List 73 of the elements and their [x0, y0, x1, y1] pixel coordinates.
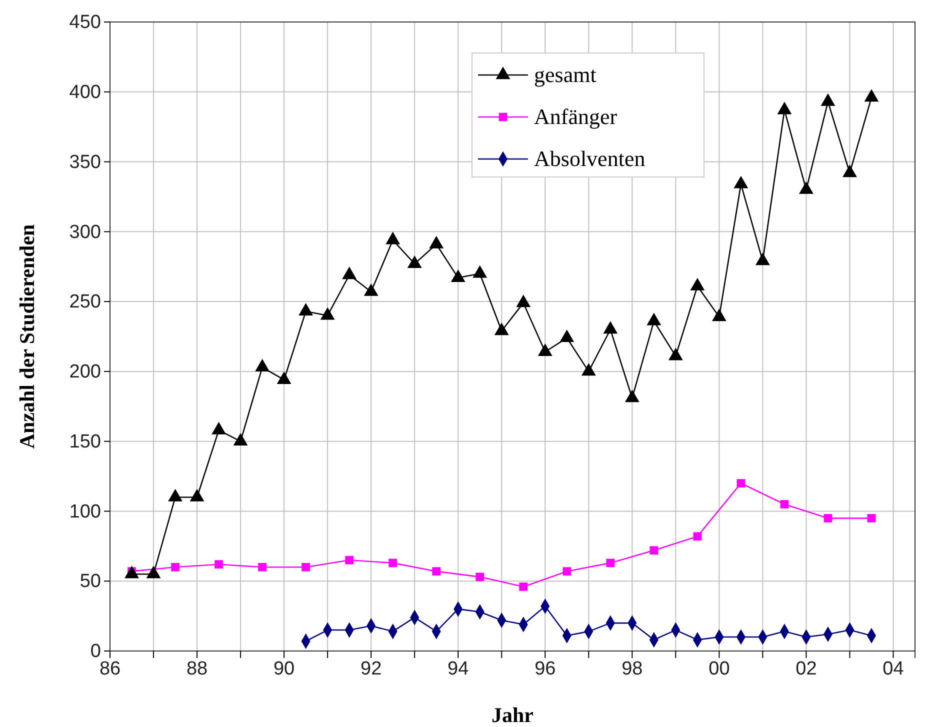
- y-tick-label: 50: [80, 571, 101, 592]
- point: [214, 560, 223, 569]
- point: [693, 532, 702, 541]
- point: [364, 283, 378, 296]
- point: [824, 514, 832, 522]
- legend-label: Anfänger: [534, 104, 618, 129]
- point: [560, 330, 574, 342]
- point: [302, 562, 310, 572]
- point: [255, 358, 270, 372]
- x-tick-label: 98: [622, 658, 643, 680]
- point: [276, 372, 292, 384]
- y-tick-label: 250: [69, 292, 101, 313]
- point: [345, 556, 354, 564]
- point: [233, 433, 248, 446]
- legend-label: Absolventen: [534, 146, 646, 171]
- point: [734, 176, 748, 188]
- x-tick-label: 88: [186, 658, 208, 680]
- point: [562, 567, 572, 576]
- point: [516, 294, 531, 308]
- point: [842, 164, 857, 178]
- point: [538, 344, 552, 356]
- y-axis-title: Anzahl der Studierenden: [15, 224, 39, 449]
- y-tick-label: 450: [69, 12, 101, 34]
- point: [429, 236, 444, 248]
- y-tick-label: 150: [69, 431, 101, 452]
- point: [712, 308, 726, 322]
- point: [799, 181, 814, 194]
- point: [388, 558, 398, 568]
- point: [780, 500, 789, 508]
- x-tick-label: 86: [99, 658, 121, 680]
- point: [472, 265, 488, 278]
- x-tick-label: 90: [273, 658, 295, 680]
- point: [258, 562, 266, 572]
- point: [606, 558, 615, 568]
- point: [450, 269, 466, 282]
- point: [867, 514, 876, 522]
- point: [603, 321, 618, 334]
- x-axis-title: Jahr: [492, 703, 534, 727]
- x-tick-label: 00: [708, 658, 730, 680]
- legend-label: gesamt: [534, 62, 596, 87]
- point: [432, 567, 441, 576]
- y-tick-label: 350: [69, 152, 101, 173]
- x-tick-label: 96: [534, 658, 556, 680]
- y-tick-label: 100: [69, 501, 101, 522]
- point: [476, 572, 484, 582]
- point: [386, 232, 400, 244]
- point: [736, 479, 746, 488]
- point: [298, 303, 314, 316]
- point: [777, 102, 792, 114]
- point: [650, 546, 658, 555]
- point: [407, 255, 422, 268]
- x-tick-label: 04: [882, 658, 904, 680]
- point: [171, 562, 180, 572]
- point: [646, 312, 662, 326]
- point: [320, 307, 335, 320]
- x-tick-label: 92: [360, 658, 382, 680]
- point: [864, 89, 879, 102]
- point: [519, 582, 528, 591]
- y-tick-label: 200: [69, 362, 101, 383]
- y-tick-label: 300: [69, 222, 101, 243]
- x-tick-label: 94: [448, 658, 470, 680]
- point: [755, 252, 770, 266]
- y-tick-label: 0: [90, 641, 101, 662]
- point: [581, 363, 596, 376]
- point: [690, 278, 705, 290]
- point: [342, 266, 357, 280]
- y-tick-label: 400: [69, 82, 101, 103]
- point: [668, 348, 683, 360]
- point: [494, 322, 509, 336]
- point: [820, 93, 836, 106]
- point: [624, 390, 640, 402]
- x-tick-label: 02: [796, 658, 817, 680]
- point: [212, 422, 226, 434]
